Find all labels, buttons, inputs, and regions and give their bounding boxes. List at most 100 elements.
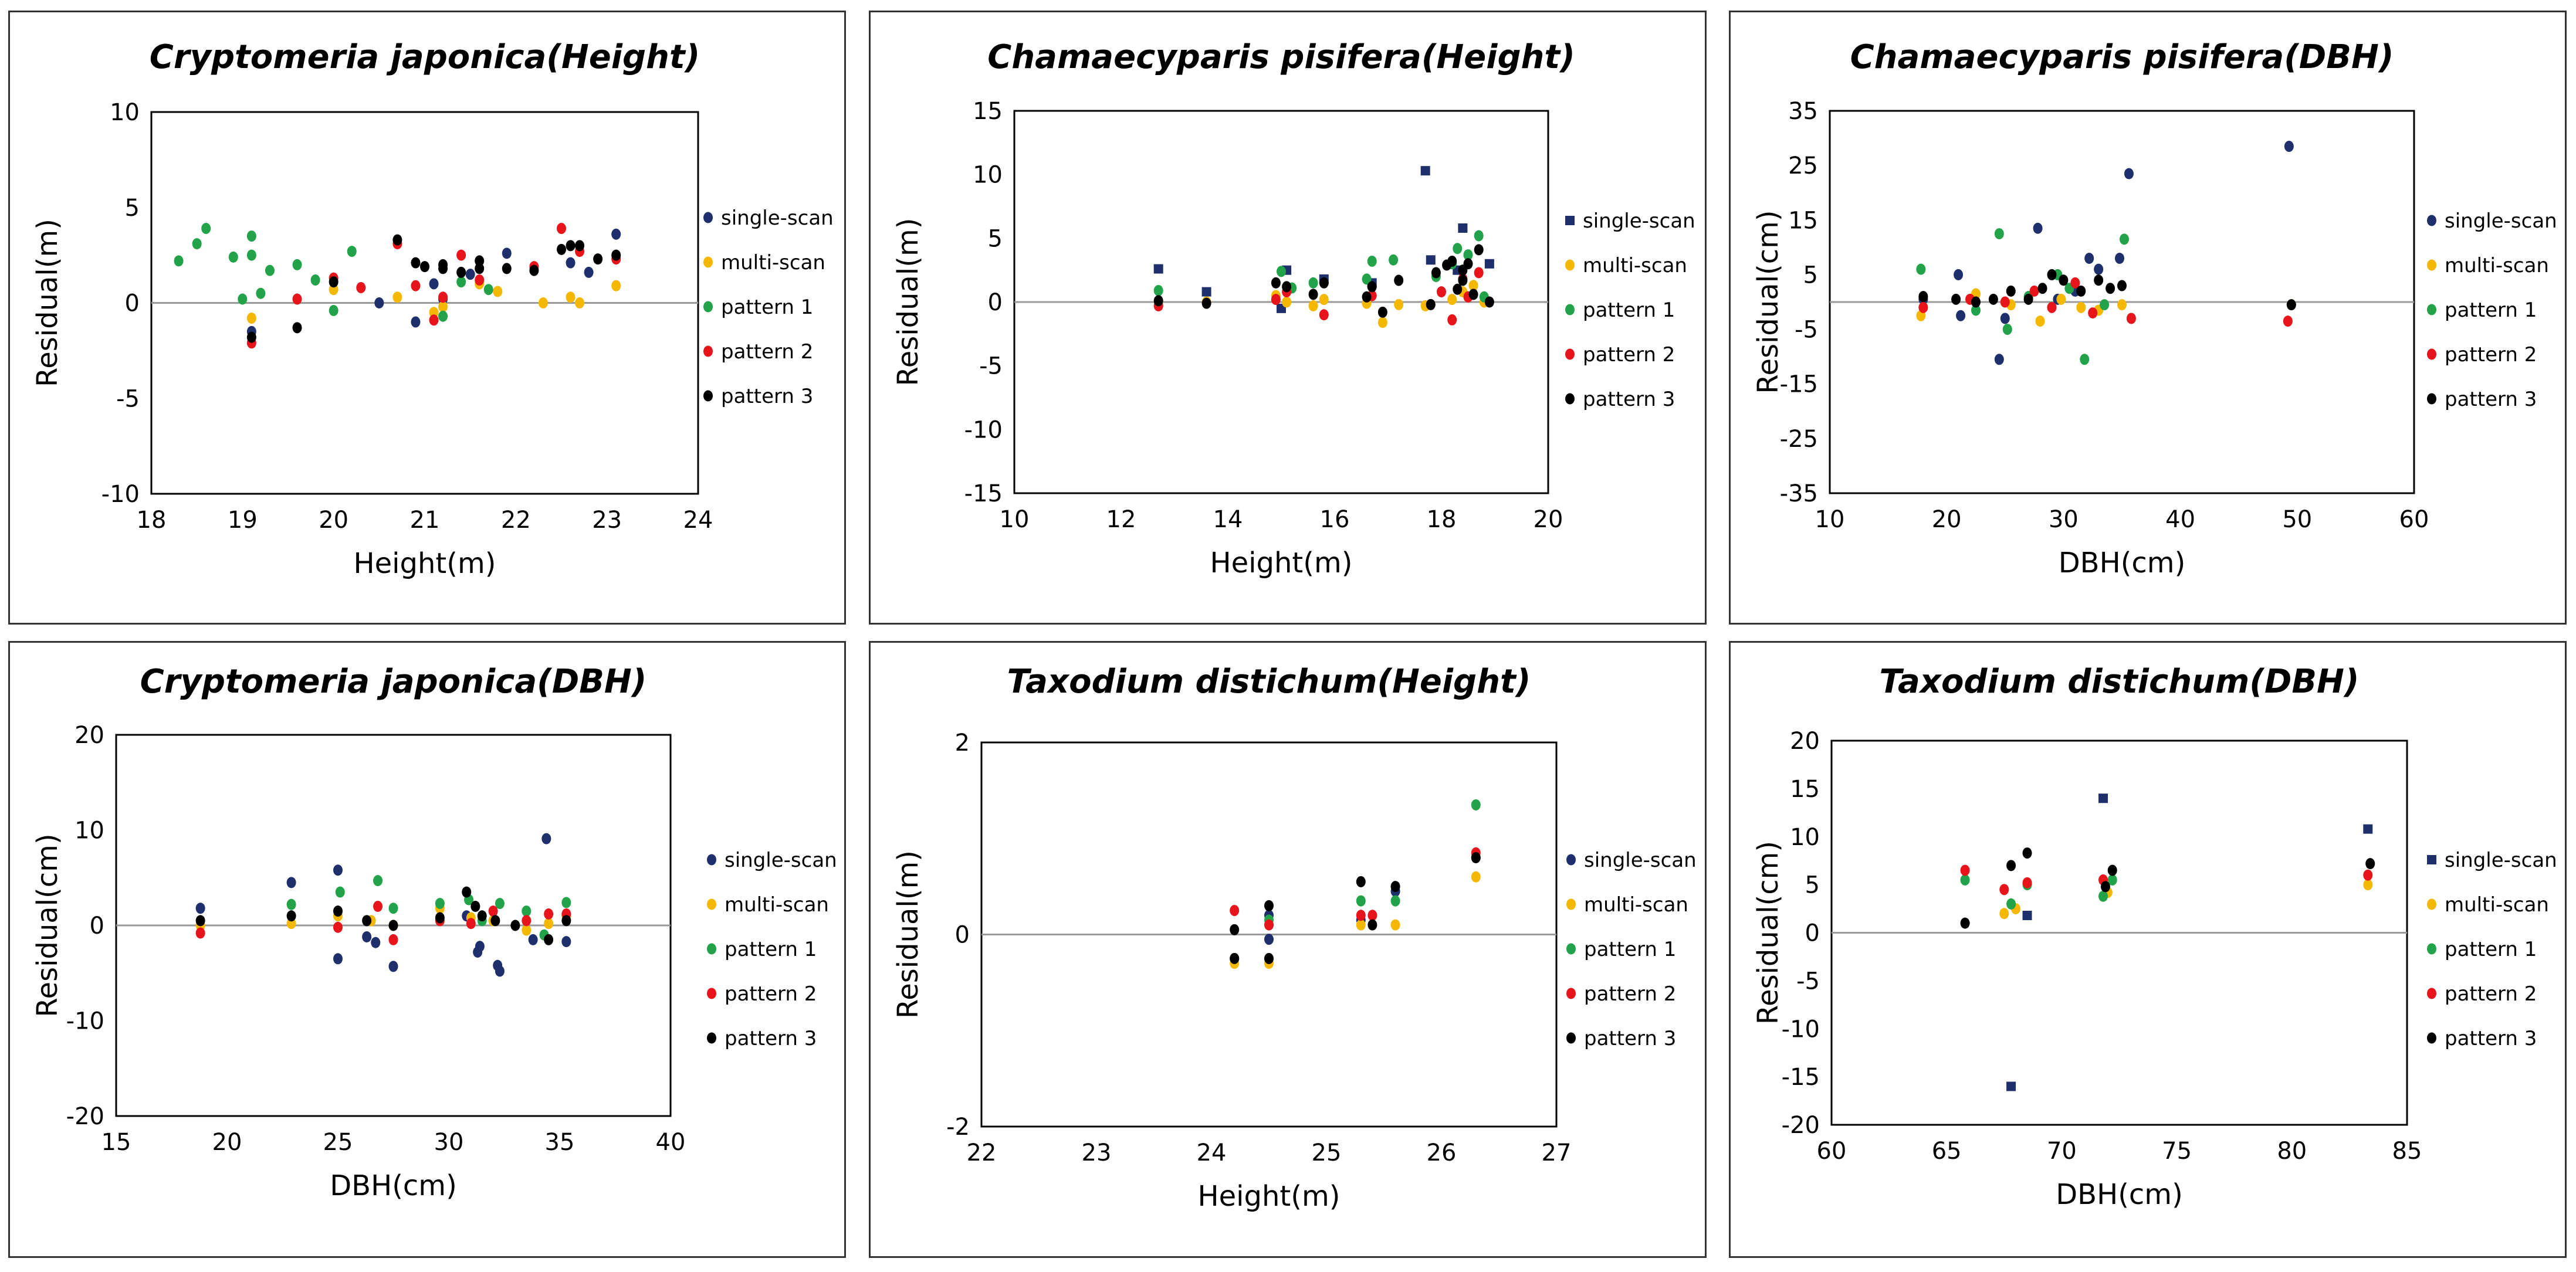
data-point <box>1356 910 1366 921</box>
chart-panel-5: Taxodium distichum(Height) -2 0 2 22 23 24 25 26… <box>869 641 1707 1258</box>
legend-marker <box>2427 259 2436 271</box>
data-point <box>333 953 343 965</box>
data-point <box>286 910 296 922</box>
data-point <box>538 297 548 308</box>
y-tick-label: 2 <box>955 730 970 757</box>
data-point <box>1960 864 1970 876</box>
y-tick-label: -15 <box>1782 1064 1820 1091</box>
y-tick-label: 5 <box>1803 262 1818 289</box>
data-point <box>2035 316 2045 327</box>
data-point <box>411 280 421 291</box>
data-point <box>502 247 512 259</box>
data-point <box>195 927 205 939</box>
y-axis-label: Residual(m) <box>892 218 925 386</box>
data-point <box>1308 277 1318 289</box>
data-point <box>1463 258 1473 270</box>
data-point <box>2088 307 2098 319</box>
data-point <box>1988 293 1998 305</box>
chart-panel-6: Taxodium distichum(DBH) -20 -15 -10 -5 0 5 10 15… <box>1729 641 2567 1258</box>
legend-label: pattern 1 <box>1584 938 1676 961</box>
legend-marker <box>2427 898 2436 910</box>
data-point <box>1474 244 1484 256</box>
data-points <box>195 833 571 977</box>
data-point <box>2126 313 2136 324</box>
data-point <box>1468 289 1478 300</box>
legend-marker <box>703 345 713 357</box>
data-point <box>2023 293 2033 305</box>
legend-marker <box>707 854 716 866</box>
legend-label: pattern 2 <box>725 982 817 1006</box>
data-point <box>522 905 532 917</box>
legend-marker <box>703 390 713 402</box>
data-point <box>528 934 538 945</box>
y-tick-label: 10 <box>75 818 104 844</box>
data-point <box>1389 254 1399 266</box>
data-point <box>411 257 421 269</box>
x-tick-label: 30 <box>434 1129 464 1156</box>
x-tick-label: 23 <box>592 507 622 534</box>
data-point <box>392 234 402 246</box>
data-point <box>292 293 302 305</box>
data-point <box>362 915 372 927</box>
x-tick-label: 50 <box>2282 506 2312 533</box>
data-point <box>566 291 576 303</box>
legend-label: pattern 3 <box>721 385 813 408</box>
data-point <box>493 286 503 297</box>
data-point <box>429 278 439 290</box>
x-axis-label: DBH(cm) <box>2059 547 2186 579</box>
data-point <box>1201 287 1211 297</box>
data-point <box>246 331 256 343</box>
legend-marker <box>1565 304 1575 316</box>
y-tick-label: 20 <box>75 722 104 749</box>
legend-marker <box>707 943 716 955</box>
data-point <box>429 307 439 318</box>
y-tick-label: -15 <box>964 480 1003 507</box>
data-point <box>575 297 585 308</box>
legend-label: pattern 1 <box>2445 938 2537 961</box>
data-point <box>1394 299 1404 310</box>
y-axis-label: Residual(cm) <box>1752 841 1785 1025</box>
legend-marker <box>1565 216 1575 225</box>
y-tick-label: -20 <box>66 1103 104 1130</box>
y-tick-label: 10 <box>1790 824 1820 851</box>
legend-marker <box>1566 898 1576 910</box>
data-points <box>1230 799 1481 969</box>
data-point <box>2047 269 2057 280</box>
data-point <box>228 251 238 263</box>
data-point <box>2059 274 2069 286</box>
data-point <box>2000 313 2010 324</box>
legend: single-scan multi-scan pattern 1 pattern 2 p… <box>703 206 834 408</box>
x-axis-label: Height(m) <box>1210 547 1353 579</box>
y-tick-label: 0 <box>90 913 104 939</box>
data-point <box>438 259 448 270</box>
data-point <box>490 915 500 927</box>
data-point <box>2000 296 2010 308</box>
data-point <box>1918 291 1928 303</box>
y-tick-label: 0 <box>1805 920 1820 947</box>
data-point <box>1264 952 1274 964</box>
data-point <box>373 901 383 912</box>
data-point <box>286 918 296 930</box>
data-point <box>475 274 485 286</box>
data-point <box>522 924 532 936</box>
data-point <box>2284 141 2294 152</box>
data-point <box>1356 919 1366 931</box>
data-point <box>1426 255 1436 265</box>
data-point <box>1447 314 1457 325</box>
data-point <box>1356 876 1366 887</box>
data-point <box>1271 277 1281 289</box>
legend: single-scan multi-scan pattern 1 pattern 2 p… <box>2427 849 2557 1050</box>
y-tick-label: 0 <box>955 922 970 949</box>
data-point <box>2124 168 2134 179</box>
legend-label: pattern 1 <box>2445 299 2537 322</box>
chart-panel-1: Cryptomeria japonica(Height) -10 -5 0 5 10 18 1… <box>8 11 846 625</box>
data-point <box>2047 301 2057 313</box>
data-point <box>392 291 402 303</box>
data-point <box>1463 249 1473 261</box>
data-point <box>544 934 554 945</box>
data-point <box>1377 317 1387 328</box>
data-point <box>475 255 485 267</box>
x-axis-label: DBH(cm) <box>330 1169 457 1202</box>
data-point <box>1951 293 1961 305</box>
legend-label: single-scan <box>1584 849 1697 872</box>
